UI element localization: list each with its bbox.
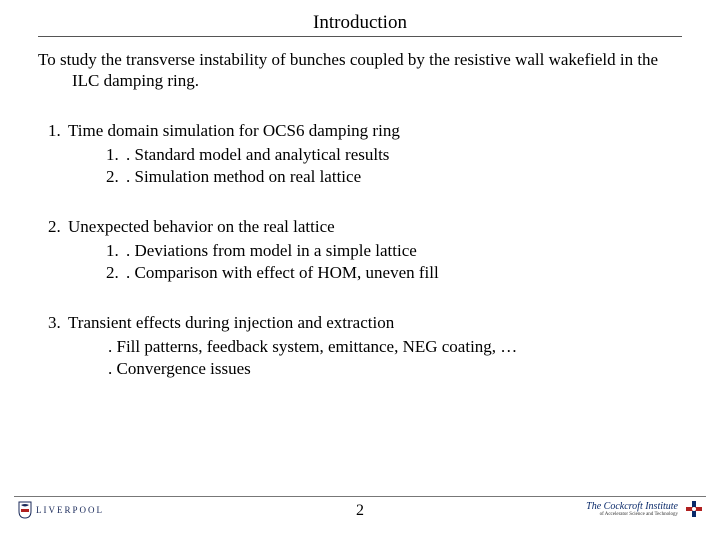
liverpool-logo-text: LIVERPOOL <box>36 505 104 515</box>
liverpool-logo: LIVERPOOL <box>18 501 104 519</box>
list-text: . Comparison with effect of HOM, uneven … <box>126 263 439 282</box>
list-item: 1.Time domain simulation for OCS6 dampin… <box>68 120 682 142</box>
list-number: 1. <box>48 120 68 142</box>
list-number: 3. <box>48 312 68 334</box>
footer: 2 LIVERPOOL The Cockcroft Institute of A… <box>0 496 720 530</box>
cockcroft-title: The Cockcroft Institute <box>586 502 678 512</box>
cockcroft-icon <box>684 499 704 519</box>
list-item: 1.. Standard model and analytical result… <box>126 144 682 166</box>
section-2: 2.Unexpected behavior on the real lattic… <box>38 216 682 284</box>
list-text: Time domain simulation for OCS6 damping … <box>68 121 400 140</box>
sub-list: 1.. Deviations from model in a simple la… <box>126 240 682 284</box>
list-text: . Simulation method on real lattice <box>126 167 361 186</box>
list-item: . Fill patterns, feedback system, emitta… <box>108 336 682 358</box>
slide-title: Introduction <box>38 12 682 34</box>
list-number: 1. <box>106 144 126 166</box>
sub-list: 1.. Standard model and analytical result… <box>126 144 682 188</box>
cockcroft-logo: The Cockcroft Institute of Accelerator S… <box>586 499 704 519</box>
cockcroft-subtitle: of Accelerator Science and Technology <box>586 512 678 517</box>
list-text: . Standard model and analytical results <box>126 145 389 164</box>
lead-paragraph: To study the transverse instability of b… <box>72 49 682 92</box>
list-item: 2.. Comparison with effect of HOM, uneve… <box>126 262 682 284</box>
section-1: 1.Time domain simulation for OCS6 dampin… <box>38 120 682 188</box>
list-number: 2. <box>48 216 68 238</box>
cockcroft-logo-text: The Cockcroft Institute of Accelerator S… <box>586 502 678 517</box>
shield-icon <box>18 501 32 519</box>
list-item: 1.. Deviations from model in a simple la… <box>126 240 682 262</box>
list-text: Unexpected behavior on the real lattice <box>68 217 335 236</box>
list-text: . Deviations from model in a simple latt… <box>126 241 417 260</box>
section-3: 3.Transient effects during injection and… <box>38 312 682 380</box>
list-number: 1. <box>106 240 126 262</box>
list-item: 2.. Simulation method on real lattice <box>126 166 682 188</box>
list-item: . Convergence issues <box>108 358 682 380</box>
sub-list: . Fill patterns, feedback system, emitta… <box>108 336 682 380</box>
footer-rule <box>14 496 706 497</box>
list-text: Transient effects during injection and e… <box>68 313 394 332</box>
list-number: 2. <box>106 262 126 284</box>
list-number: 2. <box>106 166 126 188</box>
slide: Introduction To study the transverse ins… <box>0 0 720 540</box>
list-item: 3.Transient effects during injection and… <box>68 312 682 334</box>
list-item: 2.Unexpected behavior on the real lattic… <box>68 216 682 238</box>
title-rule <box>38 36 682 37</box>
